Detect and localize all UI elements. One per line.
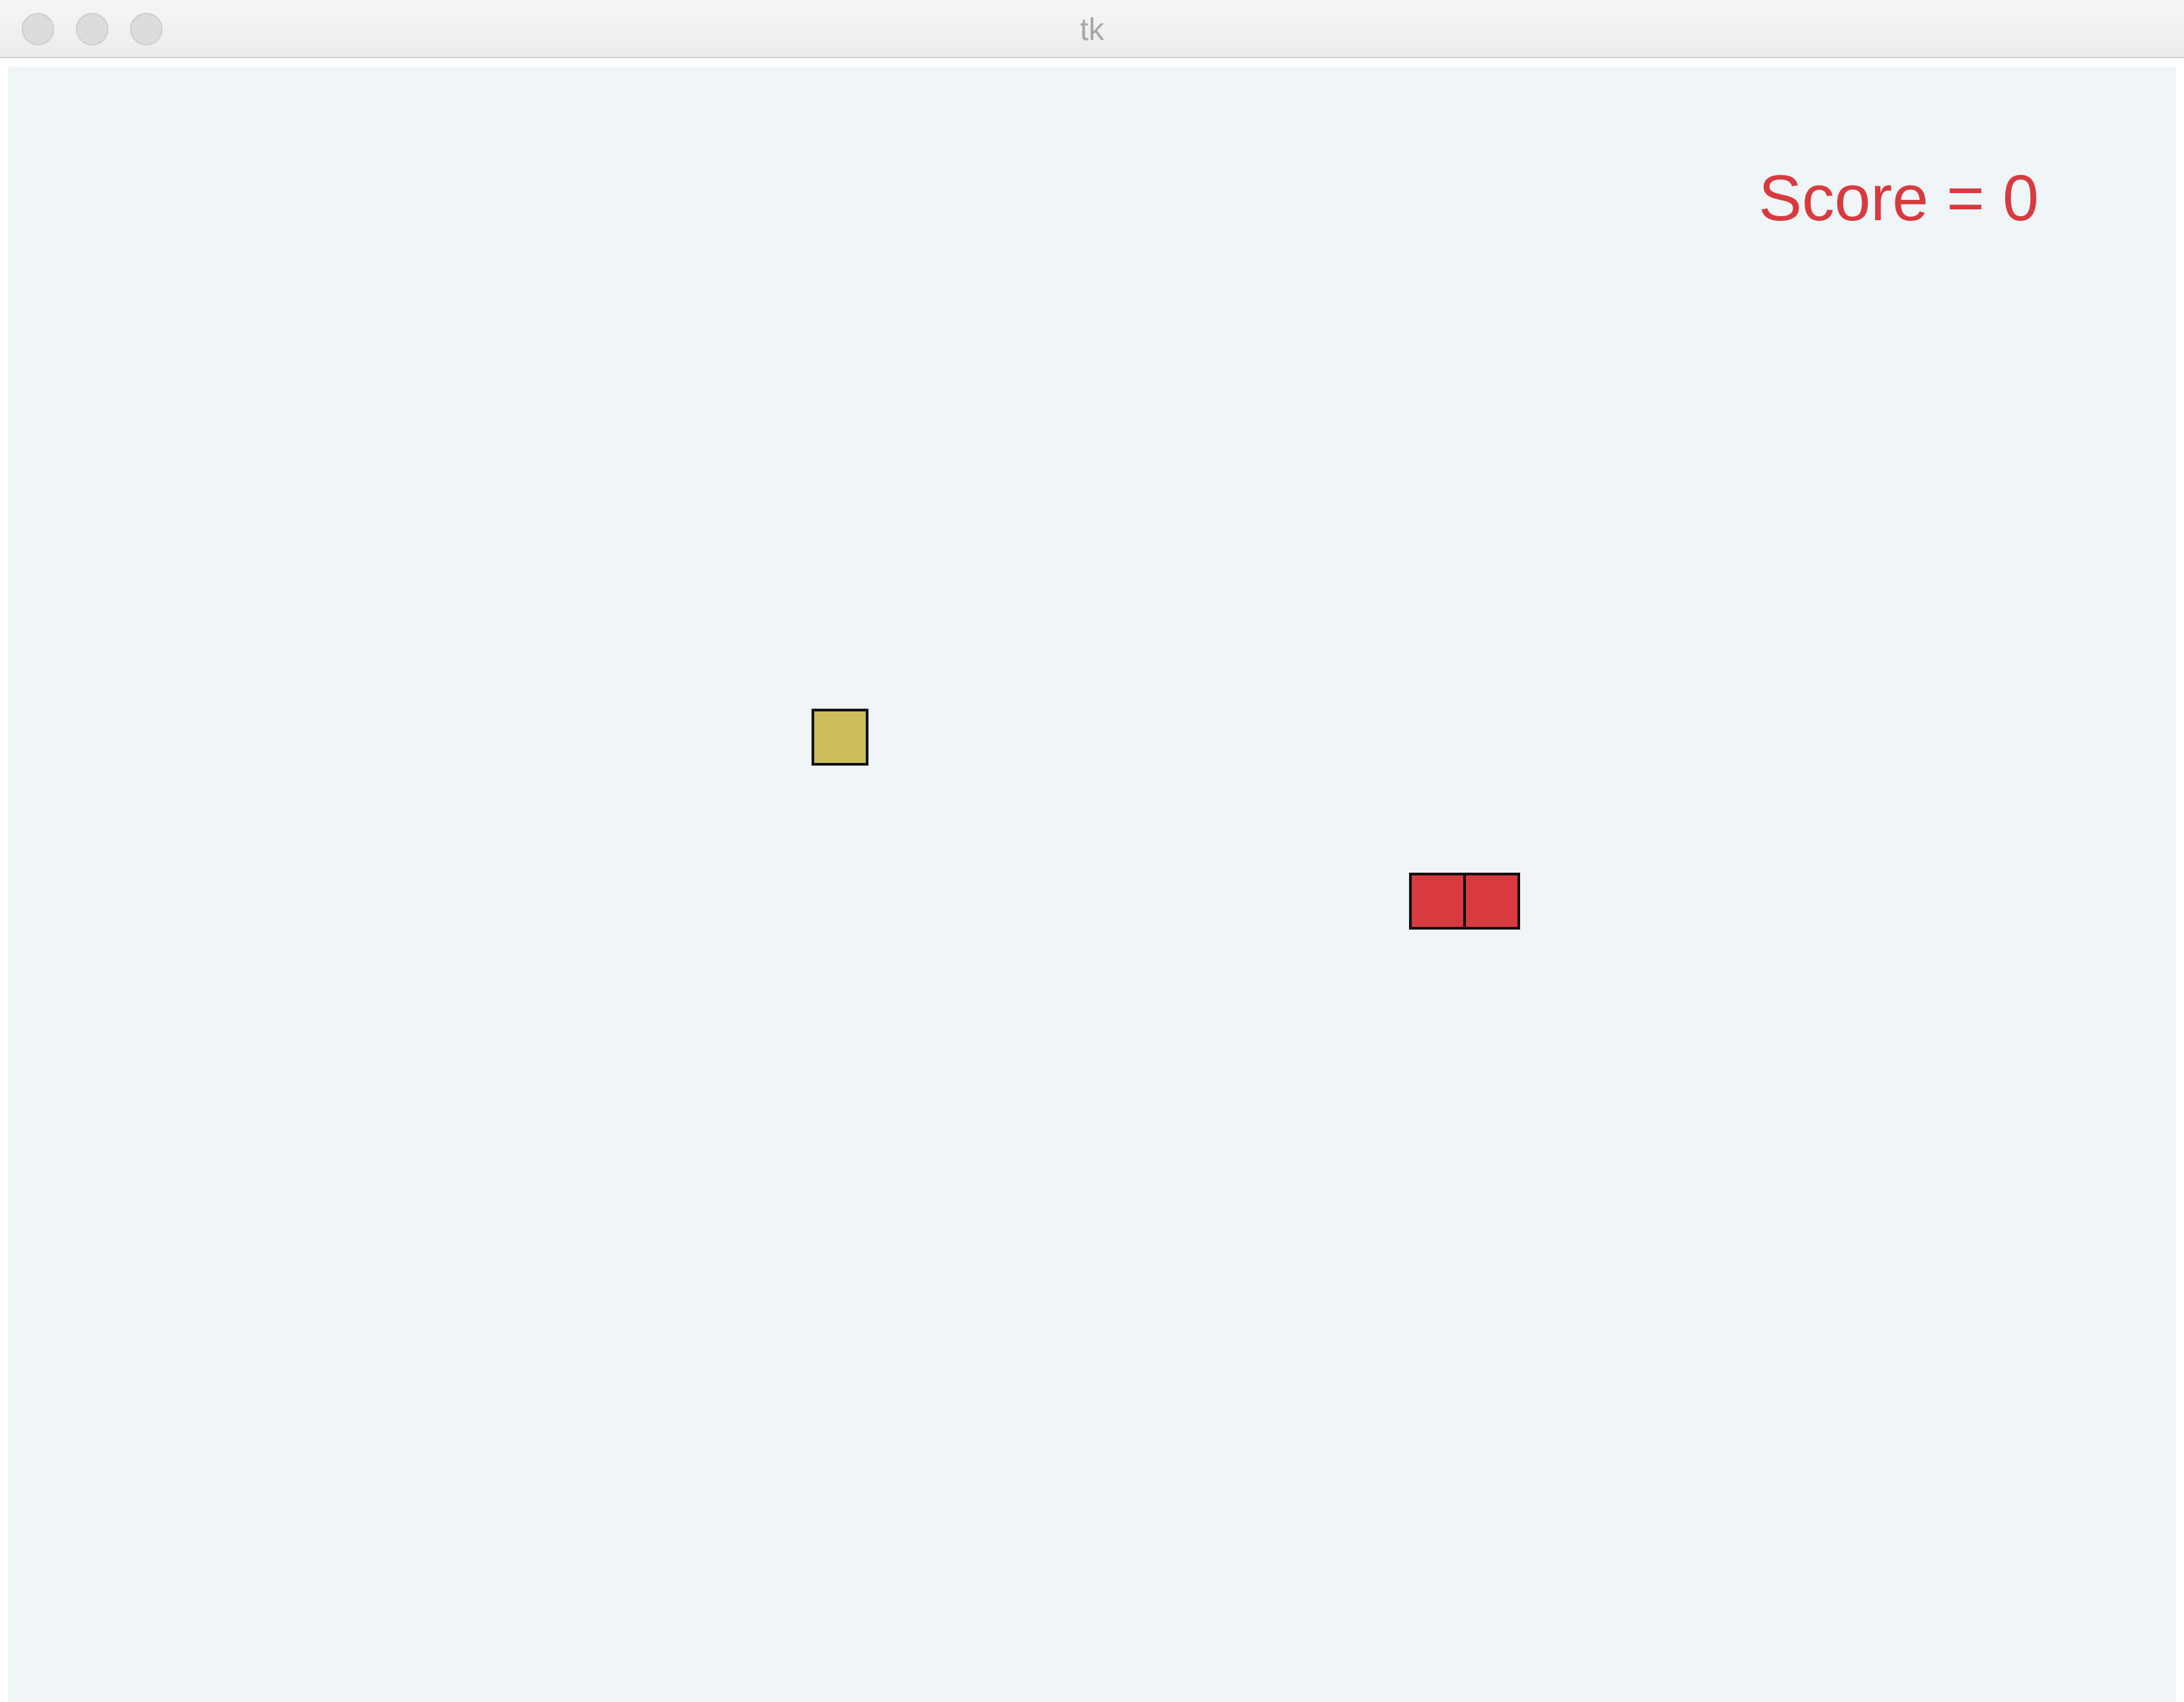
minimize-window-button[interactable] (76, 13, 108, 45)
food-square (812, 709, 868, 766)
snake-segment (1463, 873, 1520, 930)
title-bar[interactable]: tk (0, 0, 2184, 58)
close-window-button[interactable] (22, 13, 54, 45)
window-title: tk (1080, 12, 1104, 47)
zoom-window-button[interactable] (130, 13, 163, 45)
game-canvas[interactable]: Score = 0 (8, 66, 2176, 1702)
snake-segment (1409, 873, 1466, 930)
score-label: Score = 0 (1759, 162, 2039, 234)
